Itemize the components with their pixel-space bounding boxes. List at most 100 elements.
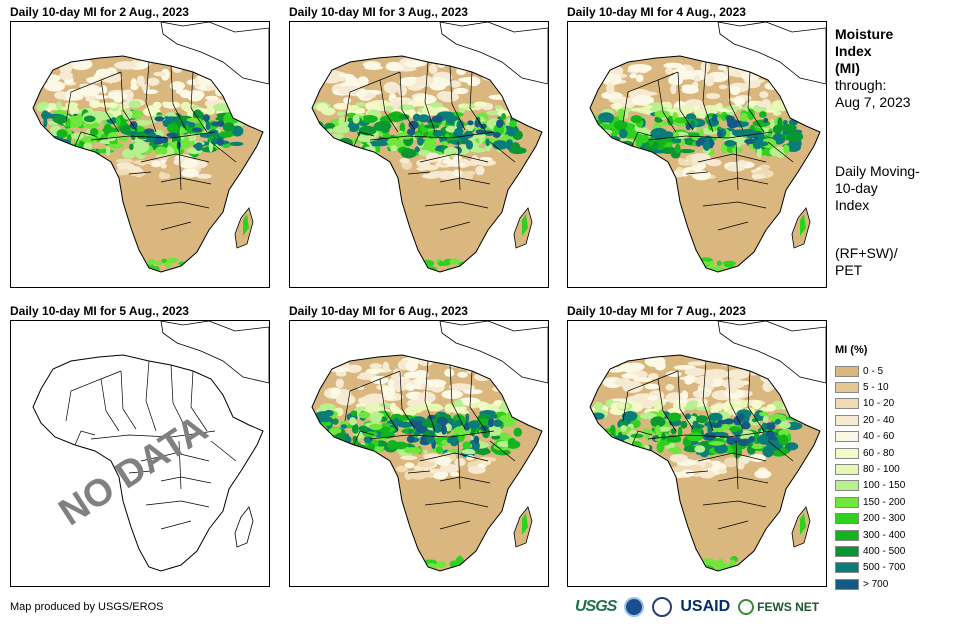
legend-item: 400 - 500 — [835, 543, 905, 559]
africa-map — [32, 22, 269, 273]
panel-title-6: Daily 10-day MI for 7 Aug., 2023 — [567, 304, 746, 318]
country-border — [170, 364, 187, 430]
europe-outline — [160, 22, 269, 85]
country-border — [100, 378, 120, 432]
legend-swatch — [835, 513, 859, 525]
country-border — [439, 221, 471, 231]
country-border — [449, 65, 466, 131]
country-border — [379, 378, 399, 432]
country-border — [735, 141, 739, 191]
map-panel-6 — [567, 320, 827, 587]
country-border — [717, 476, 769, 484]
africa-map: NO DATA — [32, 321, 269, 572]
madagascar-wet — [522, 214, 528, 236]
country-border — [747, 71, 765, 133]
country-border — [657, 79, 677, 133]
side-title-line: Index — [835, 43, 872, 59]
through-label: through: — [835, 77, 887, 93]
country-border — [379, 79, 399, 133]
usgs-logo: USGS — [575, 598, 617, 615]
panel-title-3: Daily 10-day MI for 4 Aug., 2023 — [567, 5, 746, 19]
country-border — [160, 520, 192, 530]
country-border — [685, 171, 709, 175]
country-border — [457, 440, 461, 490]
map-panel-4: NO DATA — [10, 320, 270, 587]
country-border — [702, 201, 767, 209]
country-border — [697, 452, 767, 462]
legend-label: 300 - 400 — [863, 529, 906, 541]
legend-label: 40 - 60 — [863, 431, 895, 443]
legend-item: 20 - 40 — [835, 412, 905, 428]
country-border — [369, 131, 495, 141]
madagascar-wet — [800, 513, 806, 535]
country-border — [170, 65, 187, 131]
europe-outline — [439, 321, 548, 384]
panel-title-4: Daily 10-day MI for 5 Aug., 2023 — [10, 304, 189, 318]
country-border — [120, 71, 137, 131]
panel-title-5: Daily 10-day MI for 6 Aug., 2023 — [289, 304, 468, 318]
country-border — [160, 476, 212, 484]
legend-label: 60 - 80 — [863, 447, 895, 459]
legend-item: 200 - 300 — [835, 511, 905, 527]
country-border — [449, 364, 466, 430]
country-border — [697, 153, 767, 163]
country-border — [399, 370, 416, 430]
side-title-line: (MI) — [835, 60, 860, 76]
fews-net-logo: FEWS NET — [738, 599, 819, 615]
country-border — [727, 364, 744, 430]
country-border — [145, 61, 157, 133]
country-border — [622, 71, 679, 123]
coastline — [32, 55, 264, 273]
legend-label: 200 - 300 — [863, 513, 906, 525]
country-border — [622, 370, 679, 422]
legend-swatch — [835, 562, 859, 574]
africa-map — [589, 22, 826, 273]
country-border — [90, 131, 216, 141]
coastline — [589, 354, 821, 572]
country-border — [677, 71, 694, 131]
country-border — [469, 370, 487, 432]
moisture-pattern — [591, 355, 804, 571]
country-border — [100, 79, 120, 133]
legend-swatch — [835, 431, 859, 443]
coastline — [589, 55, 821, 273]
map-panel-3 — [567, 21, 827, 288]
legend-item: 500 - 700 — [835, 560, 905, 576]
country-border — [399, 71, 416, 131]
country-border — [65, 370, 122, 422]
country-border — [767, 440, 794, 462]
country-border — [767, 141, 794, 163]
coastline — [311, 354, 543, 572]
seal-logo-icon — [652, 597, 673, 617]
country-border — [631, 131, 653, 147]
country-border — [344, 370, 401, 422]
country-border — [419, 153, 489, 163]
globe-icon — [738, 599, 755, 615]
country-border — [439, 177, 491, 185]
country-border — [702, 500, 767, 508]
country-border — [140, 153, 210, 163]
country-border — [145, 360, 157, 432]
legend-label: 100 - 150 — [863, 480, 906, 492]
legend-title: MI (%) — [835, 344, 868, 356]
country-border — [439, 520, 471, 530]
land-base — [33, 355, 263, 571]
country-border — [647, 131, 773, 141]
noaa-logo-icon — [624, 597, 645, 617]
country-border — [647, 430, 773, 440]
legend-item: 5 - 10 — [835, 379, 905, 395]
legend-label: 0 - 5 — [863, 365, 884, 377]
panel-title-1: Daily 10-day MI for 2 Aug., 2023 — [10, 5, 189, 19]
logo-strip: USGS USAID FEWS NET — [575, 594, 819, 620]
madagascar-wet — [800, 214, 806, 236]
country-border — [717, 520, 749, 530]
country-border — [190, 370, 208, 432]
country-border — [407, 171, 431, 175]
legend-item: 300 - 400 — [835, 527, 905, 543]
country-border — [140, 452, 210, 462]
country-border — [424, 360, 436, 432]
legend-item: 60 - 80 — [835, 445, 905, 461]
fews-net-label: FEWS NET — [757, 600, 820, 614]
legend-item: > 700 — [835, 576, 905, 592]
country-border — [424, 500, 489, 508]
